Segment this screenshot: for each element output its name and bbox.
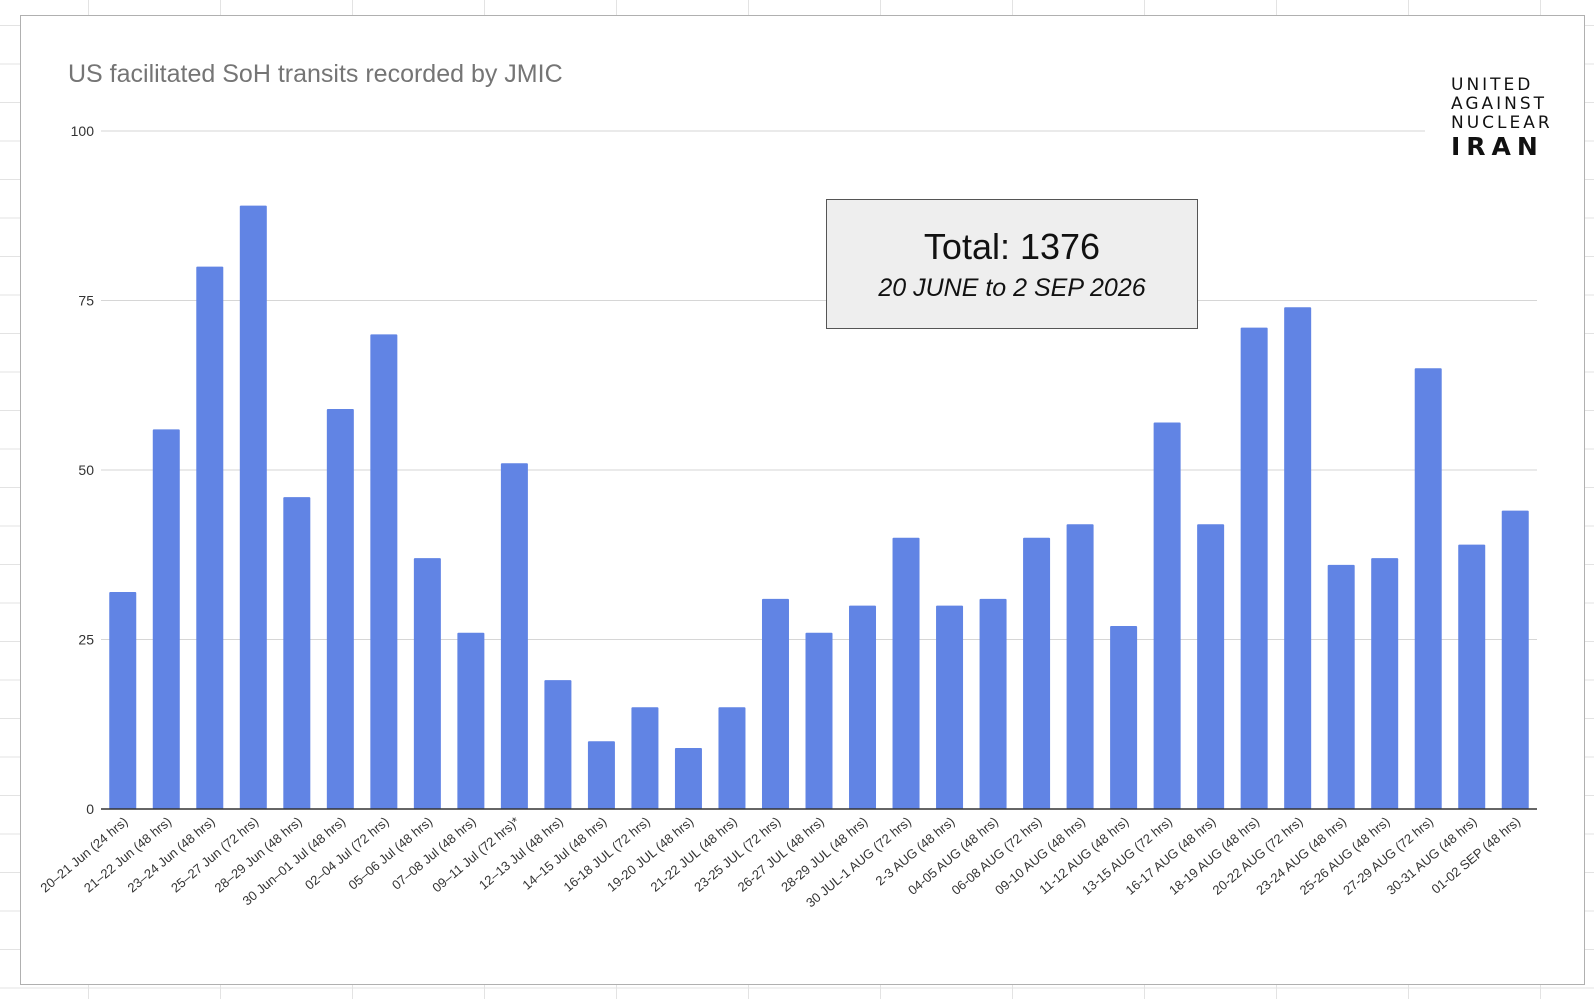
y-tick-label: 100 [71,123,95,139]
bar[interactable] [457,632,485,809]
bar[interactable] [370,334,398,809]
bar[interactable] [1197,524,1225,809]
y-tick-label: 25 [78,632,94,648]
date-range-label: 20 JUNE to 2 SEP 2026 [878,274,1146,302]
bar[interactable] [805,632,833,809]
bar[interactable] [674,747,702,809]
y-tick-label: 0 [86,801,94,817]
bar[interactable] [1284,307,1312,809]
bar[interactable] [1023,537,1051,809]
y-axis-ticks: 0 25 50 75 100 [71,123,95,817]
bar[interactable] [849,605,877,809]
logo-line-united: UNITED [1451,75,1534,95]
bar[interactable] [1458,544,1486,809]
x-axis-ticks: 20–21 Jun (24 hrs)21–22 Jun (48 hrs)23–2… [37,814,1523,910]
bar[interactable] [1414,368,1442,809]
gridlines [101,130,1537,640]
bar[interactable] [892,537,920,809]
bar[interactable] [1153,422,1181,809]
bar[interactable] [196,266,224,810]
bar[interactable] [326,408,354,809]
bar[interactable] [1240,327,1268,809]
bar[interactable] [1066,524,1094,809]
bar[interactable] [718,707,746,809]
logo-line-against: AGAINST [1451,94,1548,114]
bar[interactable] [1371,558,1399,809]
bar[interactable] [1110,625,1138,809]
bar[interactable] [761,598,789,809]
y-tick-label: 75 [78,293,94,309]
bar[interactable] [936,605,964,809]
bar[interactable] [631,707,659,809]
bar[interactable] [979,598,1007,809]
chart-title: US facilitated SoH transits recorded by … [68,60,563,88]
y-tick-label: 50 [78,462,94,478]
total-label: Total: 1376 [923,226,1101,267]
chart-container[interactable] [20,15,1585,985]
bar[interactable] [1327,564,1355,809]
bar[interactable] [239,205,267,809]
bar[interactable] [413,558,441,809]
bars [109,205,1529,810]
uani-logo: UNITED AGAINST NUCLEAR IRAN [1451,76,1551,161]
bar[interactable] [500,463,528,809]
bar[interactable] [152,429,180,809]
bar[interactable] [544,680,572,809]
bar[interactable] [587,741,615,809]
bar[interactable] [1501,510,1529,809]
bar[interactable] [109,592,137,809]
logo-line-nuclear: NUCLEAR [1451,113,1553,133]
logo-line-iran: IRAN [1451,132,1544,161]
total-annotation-box: Total: 1376 20 JUNE to 2 SEP 2026 [826,199,1198,329]
bar[interactable] [283,497,311,809]
